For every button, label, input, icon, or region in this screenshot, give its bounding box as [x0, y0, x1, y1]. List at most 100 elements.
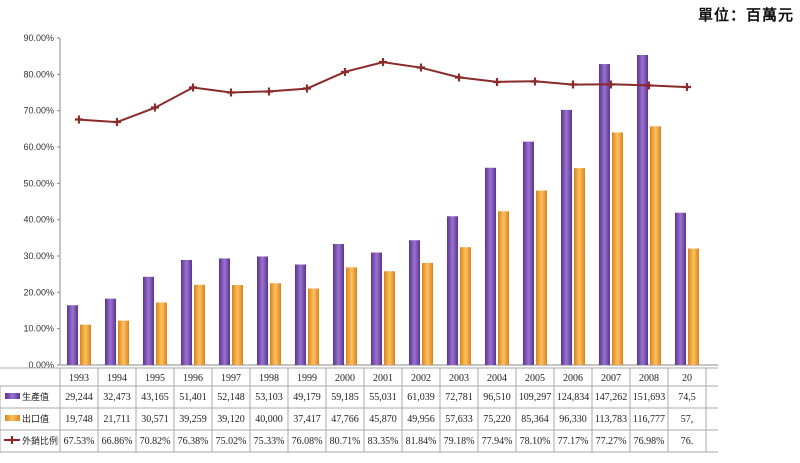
table-cell: 72,781 — [445, 392, 473, 403]
legend-label: 生產值 — [22, 391, 49, 403]
table-cell: 39,120 — [217, 414, 245, 425]
table-cell: 66.86% — [102, 436, 133, 447]
bar-production — [561, 109, 572, 365]
category-label: 2008 — [639, 373, 659, 384]
table-cell: 49,956 — [407, 414, 435, 425]
table-cell: 51,401 — [179, 392, 207, 403]
table-cell: 76.38% — [178, 436, 209, 447]
table-cell: 116,777 — [633, 414, 665, 425]
table-cell: 55,031 — [369, 392, 397, 403]
table-cell: 85,364 — [521, 414, 549, 425]
bar-export — [80, 324, 91, 365]
y-tick-label: 90.00% — [23, 33, 54, 43]
table-cell: 45,870 — [369, 414, 397, 425]
category-label: 1995 — [145, 373, 165, 384]
bar-export — [460, 247, 471, 365]
bar-production — [257, 256, 268, 365]
bar-production — [67, 305, 78, 365]
data-table: 1993 29,244 19,748 67.53% 1994 32,473 21,711 66… — [0, 367, 718, 453]
y-tick-label: 70.00% — [23, 106, 54, 116]
legend-key-production — [5, 393, 20, 399]
y-tick-label: 20.00% — [23, 287, 54, 297]
table-cell: 75,220 — [483, 414, 511, 425]
plot-area: ✚ ✚ ✚ ✚ ✚ ✚ ✚ ✚ ✚ ✚ ✚ ✚ ✚ ✚ ✚ ✚ ✚ — [67, 55, 699, 366]
bar-production — [181, 259, 192, 365]
table-cell: 147,262 — [595, 392, 628, 403]
table-cell: 113,783 — [595, 414, 627, 425]
category-label: 2007 — [601, 373, 621, 384]
point-ratio: ✚ — [606, 78, 615, 91]
point-ratio: ✚ — [150, 102, 159, 115]
point-ratio: ✚ — [530, 75, 539, 88]
category-label: 2000 — [335, 373, 355, 384]
table-cell: 78.10% — [520, 436, 551, 447]
table-cell: 30,571 — [141, 414, 169, 425]
bar-export — [650, 126, 661, 365]
bar-production — [143, 276, 154, 365]
bar-export — [688, 248, 699, 365]
table-cell: 79.18% — [444, 436, 475, 447]
table-cell: 43,165 — [141, 392, 169, 403]
bar-export — [384, 271, 395, 365]
category-label: 2003 — [449, 373, 469, 384]
table-cell: 40,000 — [255, 414, 283, 425]
category-label: 1997 — [221, 373, 241, 384]
bar-export — [270, 283, 281, 365]
point-ratio: ✚ — [568, 79, 577, 92]
table-cell: 75.33% — [254, 436, 285, 447]
table-cell: 96,510 — [483, 392, 511, 403]
table-cell: 77.94% — [482, 436, 513, 447]
bar-export — [118, 320, 129, 365]
table-cell: 39,259 — [179, 414, 207, 425]
point-ratio: ✚ — [188, 82, 197, 95]
table-cell: 83.35% — [368, 436, 399, 447]
y-tick-label: 60.00% — [23, 142, 54, 152]
table-cell: 52,148 — [217, 392, 245, 403]
point-ratio: ✚ — [112, 116, 121, 129]
table-cell: 47,766 — [331, 414, 359, 425]
y-tick-label: 50.00% — [23, 178, 54, 188]
point-ratio: ✚ — [682, 81, 691, 94]
bar-production — [105, 298, 116, 365]
table-cell: 37,417 — [293, 414, 321, 425]
bar-export — [612, 132, 623, 365]
category-label: 2006 — [563, 373, 583, 384]
bar-production — [371, 252, 382, 365]
table-cell: 124,834 — [557, 392, 590, 403]
table-cell: 19,748 — [65, 414, 93, 425]
table-cell: 109,297 — [519, 392, 552, 403]
category-label: 2002 — [411, 373, 431, 384]
bar-production — [485, 167, 496, 365]
bar-export — [156, 302, 167, 365]
table-cell: 80.71% — [330, 436, 361, 447]
bar-production — [295, 264, 306, 365]
line-ratio — [78, 61, 688, 124]
table-cell: 59,185 — [331, 392, 359, 403]
table-cell: 21,711 — [103, 414, 130, 425]
category-label: 1998 — [259, 373, 279, 384]
point-ratio: ✚ — [264, 85, 273, 98]
point-ratio: ✚ — [492, 76, 501, 89]
table-cell: 70.82% — [140, 436, 171, 447]
bar-export — [346, 267, 357, 365]
table-cell: 76. — [681, 436, 694, 447]
table-cell: 74,5 — [678, 392, 696, 403]
bar-export — [422, 262, 433, 365]
point-ratio: ✚ — [74, 114, 83, 127]
legend-marker-ratio: ✚ — [7, 434, 16, 447]
legend-label: 外銷比例 — [22, 435, 58, 447]
point-ratio: ✚ — [454, 71, 463, 84]
legend-key-export — [5, 415, 20, 421]
bar-production — [333, 244, 344, 365]
y-tick-label: 30.00% — [23, 251, 54, 261]
category-label: 20 — [682, 373, 692, 384]
table-cell: 76.08% — [292, 436, 323, 447]
category-label: 1993 — [69, 373, 89, 384]
bar-production — [523, 141, 534, 365]
bar-export — [194, 284, 205, 365]
table-cell: 49,179 — [293, 392, 321, 403]
y-tick-label: 80.00% — [23, 69, 54, 79]
table-cell: 61,039 — [407, 392, 435, 403]
